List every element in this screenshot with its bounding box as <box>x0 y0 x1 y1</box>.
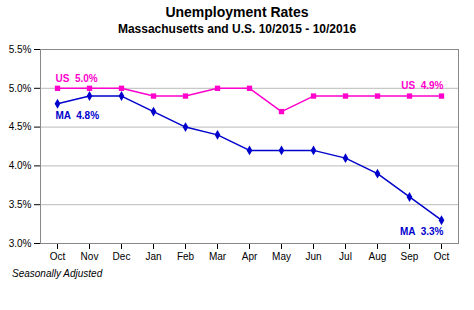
svg-text:Nov: Nov <box>81 251 99 262</box>
svg-text:Oct: Oct <box>434 251 450 262</box>
svg-text:Mar: Mar <box>209 251 227 262</box>
svg-text:Jan: Jan <box>145 251 161 262</box>
svg-text:Feb: Feb <box>177 251 195 262</box>
svg-text:Sep: Sep <box>401 251 419 262</box>
svg-text:Apr: Apr <box>242 251 258 262</box>
svg-text:Oct: Oct <box>50 251 66 262</box>
svg-text:US 5.0%: US 5.0% <box>56 73 98 84</box>
svg-text:5.0%: 5.0% <box>9 83 32 94</box>
svg-text:US 4.9%: US 4.9% <box>401 80 443 91</box>
html-text:Unemployment Rates: Unemployment Rates <box>165 4 309 20</box>
html-text:Massachusetts and U.S. 10/2015: Massachusetts and U.S. 10/2015 - 10/2016 <box>117 22 357 36</box>
svg-text:Aug: Aug <box>369 251 387 262</box>
svg-text:5.5%: 5.5% <box>9 44 32 55</box>
svg-text:MA 3.3%: MA 3.3% <box>400 226 444 237</box>
html-text:Seasonally Adjusted: Seasonally Adjusted <box>12 268 103 279</box>
svg-text:Dec: Dec <box>113 251 131 262</box>
svg-text:3.0%: 3.0% <box>9 238 32 249</box>
svg-text:MA 4.8%: MA 4.8% <box>56 110 100 121</box>
svg-text:May: May <box>272 251 291 262</box>
svg-text:4.0%: 4.0% <box>9 160 32 171</box>
svg-text:4.5%: 4.5% <box>9 121 32 132</box>
svg-text:3.5%: 3.5% <box>9 199 32 210</box>
svg-text:Jun: Jun <box>305 251 321 262</box>
svg-text:Jul: Jul <box>339 251 352 262</box>
